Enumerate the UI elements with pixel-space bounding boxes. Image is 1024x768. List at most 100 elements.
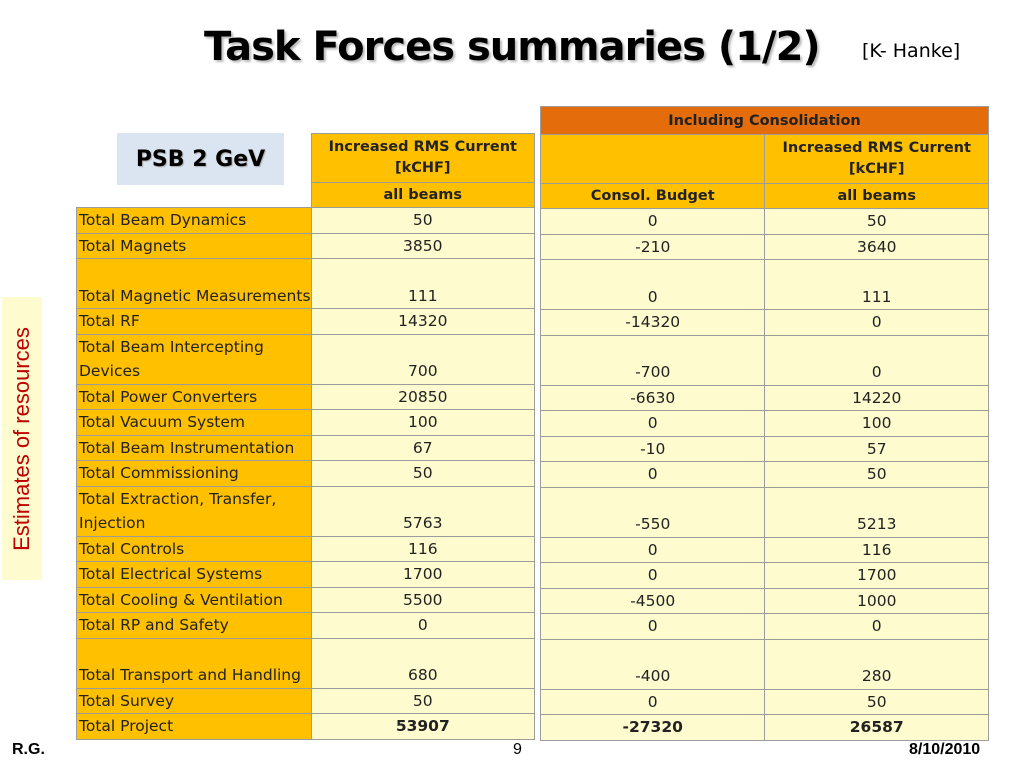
table-row: Total Vacuum System 100	[76, 409, 536, 436]
row-label: Total Project	[76, 713, 312, 740]
consol-value: 0	[539, 562, 766, 589]
row-label: Total Beam Instrumentation	[76, 434, 312, 461]
table-row: Total Beam Instrumentation 67	[76, 434, 536, 461]
current-value: 50	[310, 687, 536, 714]
table-row: 0 1700	[539, 562, 989, 589]
table-row: Total Commissioning 50	[76, 460, 536, 487]
total-value: 1000	[764, 587, 989, 614]
left-header-row-2: all beams	[77, 182, 536, 208]
left-header-current: Increased RMS Current [kCHF]	[310, 133, 536, 183]
right-header-row-2: Consol. Budget all beams	[539, 183, 989, 209]
table-row: -400 280	[539, 638, 989, 690]
consol-value: -400	[539, 638, 766, 690]
row-label: Total Survey	[76, 687, 312, 714]
consol-value: 0	[539, 536, 766, 563]
current-value: 20850	[310, 383, 536, 410]
table-row: Total Cooling & Ventilation 5500	[76, 586, 536, 613]
row-label: Total RF	[76, 308, 312, 335]
table-row: -700 0	[539, 334, 989, 386]
consol-value: 0	[539, 461, 766, 488]
table-row: Total Magnets 3850	[76, 232, 536, 259]
table-row: 0 100	[539, 410, 989, 437]
psb-label-box: PSB 2 GeV	[117, 133, 284, 185]
left-resource-table: Increased RMS Current [kCHF] all beams T…	[76, 133, 536, 740]
left-header-row-1: Increased RMS Current [kCHF]	[77, 133, 536, 183]
total-value: 0	[764, 309, 989, 336]
table-row: Total Extraction, Transfer, Injection 576…	[76, 485, 536, 537]
row-label: Total Cooling & Ventilation	[76, 586, 312, 613]
slide-title: Task Forces summaries (1/2)	[204, 24, 821, 70]
side-label: Estimates of resources	[9, 326, 34, 551]
row-label: Total RP and Safety	[76, 612, 312, 639]
row-label: Total Magnets	[76, 232, 312, 259]
table-row: Total Power Converters 20850	[76, 383, 536, 410]
page-number: 9	[513, 741, 522, 758]
total-value: 100	[764, 410, 989, 437]
right-super-header-row: Including Consolidation	[540, 106, 989, 135]
table-row: Total Project 53907	[76, 713, 536, 740]
total-value: 57	[764, 435, 989, 462]
table-row: 0 50	[539, 208, 989, 235]
table-row: 0 50	[539, 461, 989, 488]
current-value: 14320	[310, 308, 536, 335]
blank-cell	[77, 183, 312, 208]
table-row: Total RF 14320	[76, 308, 536, 335]
side-label-box: Estimates of resources	[2, 297, 42, 580]
current-value: 3850	[310, 232, 536, 259]
right-header-blank	[539, 134, 766, 184]
current-value: 700	[310, 333, 536, 385]
right-resource-table: Including Consolidation Increased RMS Cu…	[539, 106, 989, 741]
consol-value: 0	[539, 688, 766, 715]
consol-value: 0	[539, 410, 766, 437]
consol-value: -550	[539, 486, 766, 538]
table-row: -6630 14220	[539, 384, 989, 411]
left-header-all-beams: all beams	[310, 182, 536, 208]
table-row: Total Magnetic Measurements 111	[76, 258, 536, 309]
current-value: 50	[310, 207, 536, 234]
consol-value: -10	[539, 435, 766, 462]
consol-value: -210	[539, 233, 766, 260]
total-value: 111	[764, 259, 989, 310]
consol-value: -700	[539, 334, 766, 386]
consol-value: 0	[539, 613, 766, 640]
table-row: 0 111	[539, 259, 989, 310]
current-value: 116	[310, 535, 536, 562]
consol-value: -4500	[539, 587, 766, 614]
right-header-current: Increased RMS Current [kCHF]	[764, 134, 989, 184]
table-row: Total Transport and Handling 680	[76, 637, 536, 689]
total-value: 0	[764, 613, 989, 640]
consol-value: -27320	[539, 714, 766, 741]
total-value: 50	[764, 208, 989, 235]
total-value: 280	[764, 638, 989, 690]
total-value: 50	[764, 688, 989, 715]
current-value: 680	[310, 637, 536, 689]
consol-value: -6630	[539, 384, 766, 411]
table-row: Total Survey 50	[76, 687, 536, 714]
current-value: 5763	[310, 485, 536, 537]
footer-initials: R.G.	[12, 741, 45, 758]
row-label: Total Controls	[76, 535, 312, 562]
row-label: Total Commissioning	[76, 460, 312, 487]
author-credit: [K- Hanke]	[862, 40, 961, 62]
table-row: -550 5213	[539, 486, 989, 538]
total-value: 116	[764, 536, 989, 563]
current-value: 0	[310, 612, 536, 639]
table-row: -27320 26587	[539, 714, 989, 741]
table-row: -14320 0	[539, 309, 989, 336]
right-header-all-beams: all beams	[764, 183, 989, 209]
row-label: Total Vacuum System	[76, 409, 312, 436]
total-value: 5213	[764, 486, 989, 538]
table-row: Total Beam Intercepting Devices 700	[76, 333, 536, 385]
row-label: Total Magnetic Measurements	[76, 258, 312, 309]
total-value: 26587	[764, 714, 989, 741]
current-value: 1700	[310, 561, 536, 588]
total-value: 3640	[764, 233, 989, 260]
table-row: -4500 1000	[539, 587, 989, 614]
right-header-row-1: Increased RMS Current [kCHF]	[539, 134, 989, 184]
consol-budget-header: Consol. Budget	[539, 183, 766, 209]
total-value: 0	[764, 334, 989, 386]
row-label: Total Beam Intercepting Devices	[76, 333, 312, 385]
table-row: -10 57	[539, 435, 989, 462]
row-label: Total Beam Dynamics	[76, 207, 312, 234]
